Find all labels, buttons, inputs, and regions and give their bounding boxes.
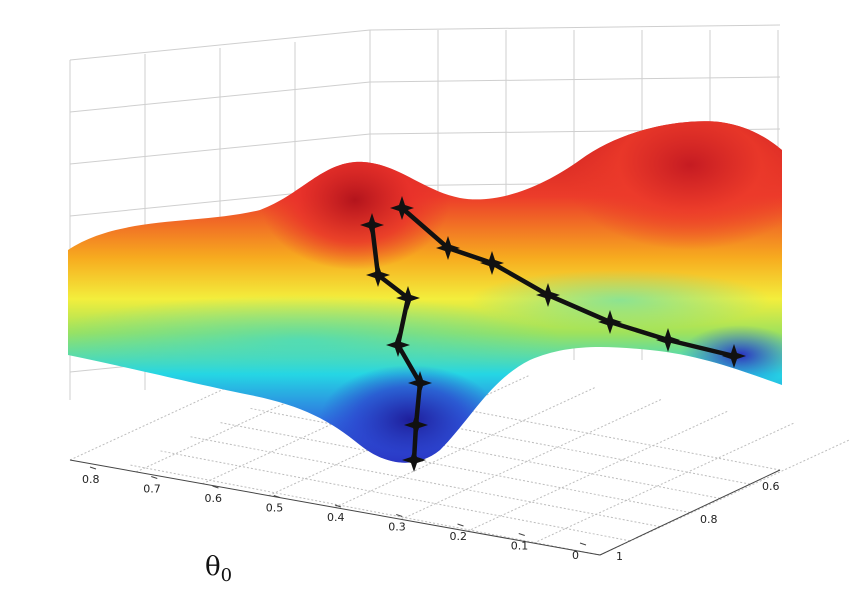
cost-surface	[68, 121, 782, 463]
descent-path-left-step-marker	[408, 371, 432, 395]
grid-line	[129, 464, 601, 556]
theta1-tick-labels: 1 0.8 0.6	[616, 480, 780, 563]
theta0-tick-label: 0.6	[205, 492, 223, 505]
descent-path-right-step-marker	[536, 283, 560, 307]
descent-path-left-step-marker	[402, 448, 426, 472]
descent-path-right-step-marker	[480, 251, 504, 275]
descent-path-left-step-marker	[366, 263, 390, 287]
theta0-tick-mark	[89, 466, 97, 470]
theta0-tick-mark	[151, 476, 158, 479]
descent-path-left-step-marker	[404, 413, 428, 437]
theta0-tick-mark	[396, 514, 403, 517]
theta1-tick-label: 0.8	[700, 513, 718, 526]
theta0-tick-mark	[579, 542, 587, 546]
surface-peak-left	[260, 130, 450, 270]
surface-peak-right	[560, 121, 782, 250]
gradient-descent-paths	[360, 196, 746, 472]
theta1-tick-label: 0.6	[762, 480, 780, 493]
theta1-axis-line	[599, 469, 781, 556]
grid-line	[249, 407, 721, 499]
floor-axes	[69, 459, 781, 556]
descent-path-left-step-marker	[386, 333, 410, 357]
theta0-axis-line	[69, 459, 601, 556]
grid-line	[369, 76, 781, 83]
theta0-tick-mark	[334, 504, 342, 508]
descent-path-right-step-marker	[656, 328, 680, 352]
descent-path-right-step-marker	[722, 344, 746, 368]
theta0-tick-label: 0.2	[450, 530, 468, 543]
descent-path-right-step-marker	[390, 196, 414, 220]
descent-path-right-step-marker	[598, 310, 622, 334]
grid-line	[219, 422, 691, 513]
surface-cyan-right	[470, 270, 770, 330]
theta0-tick-label: 0.1	[511, 540, 529, 553]
theta0-tick-label: 0.5	[266, 502, 284, 515]
theta0-tick-mark	[518, 533, 525, 536]
theta0-tick-mark	[273, 495, 280, 498]
descent-path-right-step-marker	[436, 236, 460, 260]
theta0-axis-label: θ0	[205, 552, 232, 586]
theta0-tick-label: 0.7	[143, 483, 161, 496]
theta0-tick-mark	[212, 485, 219, 489]
theta0-tick-label: 0.3	[388, 521, 406, 534]
theta0-tick-mark	[457, 523, 464, 527]
theta0-tick-label: 0	[572, 549, 579, 562]
theta1-tick-label: 1	[616, 550, 623, 563]
theta0-tick-label: 0.4	[327, 511, 345, 524]
theta0-tick-label: 0.8	[82, 473, 100, 486]
grid-line	[69, 29, 371, 61]
theta0-tick-labels: 0.8 0.7 0.6 0.5 0.4 0.3 0.2 0.1 0	[82, 466, 587, 562]
grid-line	[69, 133, 371, 165]
grid-line	[69, 81, 371, 113]
descent-path-left-step-marker	[360, 213, 384, 237]
surface-cyan-band	[68, 295, 560, 385]
grid-line	[369, 24, 781, 31]
descent-path-left-step-marker	[396, 286, 420, 310]
